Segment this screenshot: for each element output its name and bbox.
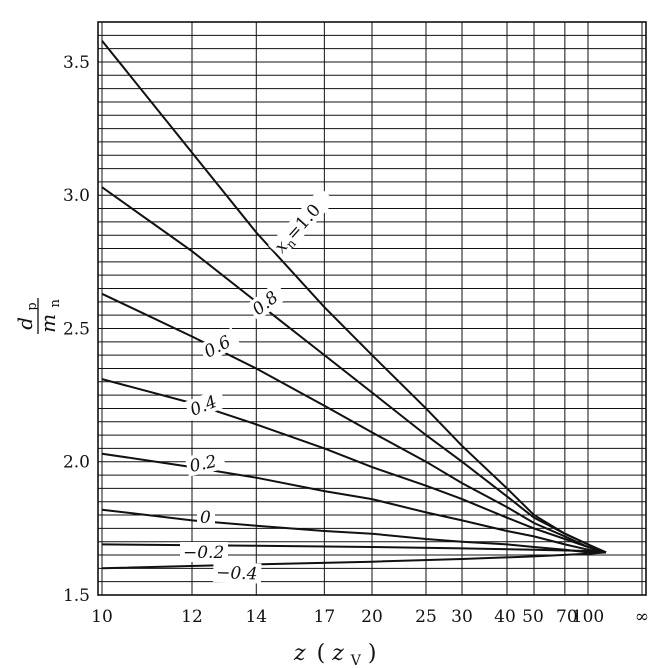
x-tick-label: 17 — [314, 607, 336, 627]
curve-label-background — [180, 542, 228, 562]
series-line — [101, 186, 607, 554]
y-tick-label: 3.5 — [63, 53, 90, 73]
y-axis-title: d p m n — [13, 298, 63, 334]
x-axis-title: z ( z V ) — [293, 641, 377, 668]
grid — [98, 21, 646, 596]
x-tick-label: 50 — [522, 607, 544, 627]
curve-label-text: 0.2 — [188, 452, 219, 477]
series-line — [101, 378, 607, 554]
curve-label: −0.4 — [212, 561, 262, 584]
curve-label: 0.2 — [184, 449, 227, 477]
series-line — [101, 40, 607, 554]
x-tick-label: 20 — [361, 607, 383, 627]
series-line — [101, 543, 607, 554]
x-tick-label: 40 — [494, 607, 516, 627]
curve-label-background — [184, 449, 227, 477]
curve-label: −0.2 — [180, 542, 228, 563]
y-tick-label: 3.0 — [63, 186, 90, 206]
x-tick-label: 14 — [245, 607, 267, 627]
x-tick-label: 25 — [415, 607, 437, 627]
y-tick-label: 2.0 — [63, 453, 90, 473]
curve-label-background — [212, 561, 262, 584]
curve-label-background — [184, 388, 227, 421]
curve-label: xn=1.0 — [268, 187, 336, 259]
series-line — [101, 292, 607, 554]
plot-frame — [97, 21, 647, 596]
series-line — [101, 452, 607, 554]
x-tick-label: 12 — [181, 607, 203, 627]
y-tick-label: 1.5 — [63, 586, 90, 606]
curve-label: 0.4 — [184, 388, 227, 421]
x-tick-label: 30 — [451, 607, 473, 627]
y-axis-title-denominator: m n — [36, 299, 63, 333]
x-tick-label: ∞ — [635, 607, 649, 627]
curve-label-text: −0.4 — [216, 563, 258, 584]
series-lines — [101, 40, 607, 570]
curve-label-text: xn=1.0 — [271, 200, 327, 258]
x-tick-label: 70 — [556, 607, 578, 627]
x-tick-label: 100 — [572, 607, 604, 627]
y-axis-title-numerator: d p — [13, 302, 40, 330]
curve-label-background — [197, 327, 241, 363]
x-tick-label: 10 — [91, 607, 113, 627]
curve-label: 0 — [197, 507, 215, 528]
y-tick-label: 2.5 — [63, 319, 90, 339]
y-tick-labels: 1.5 2.0 2.5 3.0 3.5 — [63, 53, 90, 606]
curve-label-text: 0 — [200, 508, 211, 528]
curve-label-background — [245, 281, 289, 321]
curve-label-background — [268, 187, 336, 259]
curve-label-text: −0.2 — [183, 543, 224, 563]
curve-label-background — [197, 507, 215, 527]
curve-label: 0.8 — [245, 281, 289, 321]
